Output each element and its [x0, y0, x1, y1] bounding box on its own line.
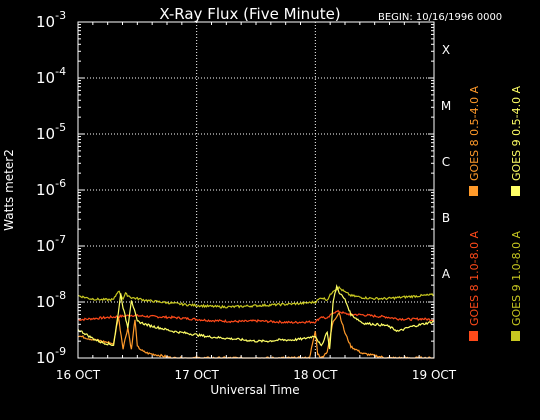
legend-label: GOES 9 1.0-8.0 A: [510, 230, 523, 326]
legend-swatch: [511, 331, 520, 341]
y-tick-label: 10-7: [36, 233, 66, 255]
legend-entry: GOES 9 1.0-8.0 A: [510, 230, 523, 341]
grid: [78, 22, 434, 358]
legend-entry: GOES 8 0.5-4.0 A: [468, 85, 481, 196]
flare-class-label: A: [442, 267, 451, 281]
x-axis-label: Universal Time: [210, 383, 299, 397]
flare-class-label: B: [442, 211, 450, 225]
flare-class-label: X: [442, 43, 450, 57]
series-line: [77, 284, 435, 350]
y-axis: 10-9 10-8 10-7 10-6 10-5 10-4 10-3: [36, 9, 434, 367]
legend-label: GOES 9 0.5-4.0 A: [510, 85, 523, 181]
y-axis-label: Watts meter2: [2, 149, 16, 231]
x-axis: 16 OCT 17 OCT 18 OCT 19 OCT: [56, 22, 457, 382]
legend-label: GOES 8 1.0-8.0 A: [468, 230, 481, 326]
y-tick-label: 10-9: [36, 345, 66, 367]
series-line: [77, 309, 435, 324]
flare-class-label: M: [441, 99, 451, 113]
y-tick-label: 10-5: [36, 121, 66, 143]
y-tick-label: 10-8: [36, 289, 66, 311]
x-tick-label: 16 OCT: [56, 368, 101, 382]
x-tick-label: 17 OCT: [175, 368, 220, 382]
series-line: [77, 285, 435, 309]
legend-swatch: [469, 186, 478, 196]
legend-entry: GOES 8 1.0-8.0 A: [468, 230, 481, 341]
legend-entry: GOES 9 0.5-4.0 A: [510, 85, 523, 196]
flare-class-label: C: [442, 155, 450, 169]
y-tick-label: 10-6: [36, 177, 66, 199]
begin-timestamp: BEGIN: 10/16/1996 0000: [378, 12, 502, 23]
legend: GOES 8 1.0-8.0 A GOES 8 0.5-4.0 A GOES 9 1…: [468, 85, 523, 341]
legend-swatch: [469, 331, 478, 341]
legend-label: GOES 8 0.5-4.0 A: [468, 85, 481, 181]
y-tick-label: 10-4: [36, 65, 66, 87]
flare-class-axis: A B C M X: [441, 43, 451, 281]
y-tick-label: 10-3: [36, 9, 66, 31]
chart-title: X-Ray Flux (Five Minute): [159, 5, 340, 23]
x-tick-label: 18 OCT: [293, 368, 338, 382]
legend-swatch: [511, 186, 520, 196]
x-tick-label: 19 OCT: [412, 368, 457, 382]
